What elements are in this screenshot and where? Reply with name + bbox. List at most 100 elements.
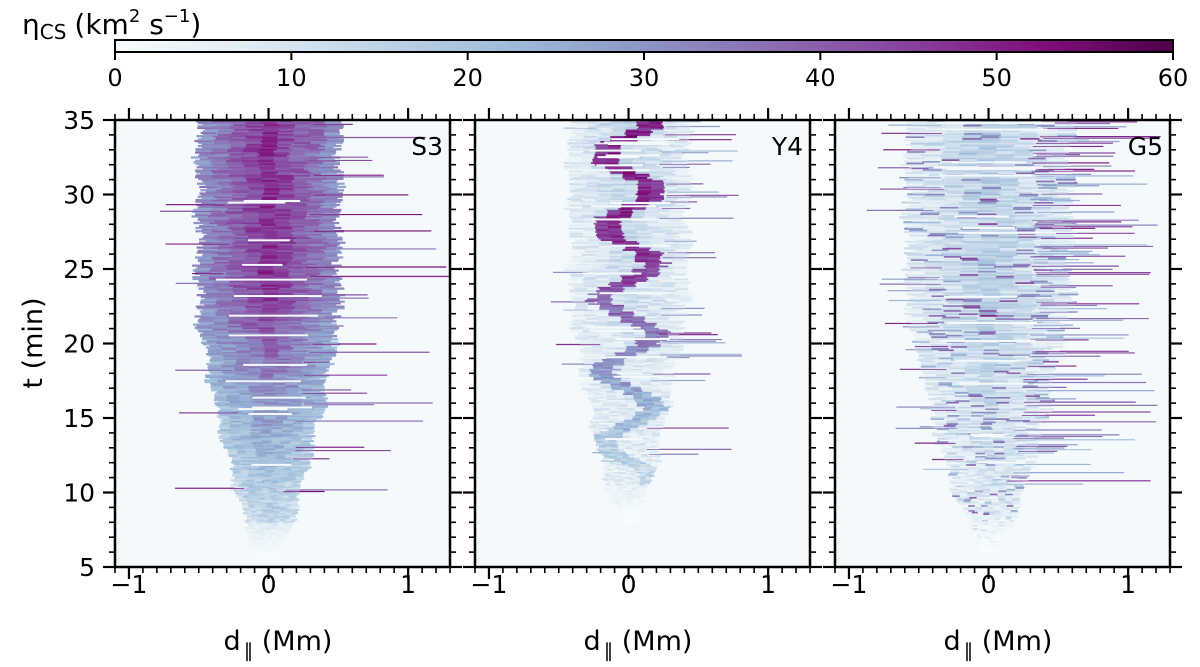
heatmap-cell [231, 408, 244, 412]
heatmap-gap [238, 408, 288, 411]
heatmap-cell [199, 335, 216, 338]
heatmap-cell [272, 318, 289, 321]
heatmap-cell [570, 130, 585, 133]
heatmap-cell [612, 451, 620, 455]
heatmap-cell [620, 497, 625, 500]
heatmap-cell [278, 498, 286, 502]
heatmap-cell [250, 426, 262, 430]
heatmap-cell [609, 410, 619, 414]
heatmap-cell [607, 478, 614, 481]
heatmap-cell [284, 466, 295, 469]
heatmap-cell [598, 171, 612, 174]
heatmap-cell [236, 389, 250, 392]
heatmap-cell [617, 441, 626, 445]
heatmap-cell [247, 454, 258, 457]
heatmap-cell [304, 280, 320, 284]
heatmap-cell [599, 192, 612, 196]
heatmap-cell [622, 366, 633, 369]
heatmap-cell [209, 377, 223, 380]
heatmap-cell [594, 283, 609, 286]
heatmap-cell [306, 221, 324, 225]
heatmap-cell [318, 164, 335, 167]
heatmap-cell [593, 405, 603, 409]
heatmap-cell [261, 171, 279, 174]
heatmap-cell [222, 348, 237, 351]
heatmap-cell [324, 243, 340, 246]
heatmap-cell [303, 426, 315, 430]
heatmap-cell [616, 443, 625, 446]
heatmap-cell [232, 474, 241, 477]
heatmap-cell [273, 467, 284, 471]
heatmap-cell [277, 525, 283, 528]
heatmap-cell [647, 255, 661, 258]
heatmap-cell [610, 286, 624, 289]
heatmap-cell [204, 380, 219, 384]
heatmap-cell [611, 294, 626, 297]
heatmap-cell [239, 497, 247, 500]
heatmap-cell [216, 336, 232, 339]
heatmap-cell [268, 495, 276, 498]
heatmap-cell [650, 246, 665, 250]
heatmap-cell [247, 467, 257, 471]
heatmap-cell [619, 473, 626, 476]
heatmap-cell [244, 259, 261, 262]
heatmap-cell [253, 525, 259, 528]
heatmap-cell [596, 199, 611, 202]
heatmap-cell [300, 443, 311, 446]
heatmap-cell [623, 135, 638, 138]
heatmap-cell [660, 410, 670, 414]
heatmap-cell [200, 313, 216, 316]
heatmap-cell [637, 196, 652, 199]
heatmap-cell [212, 266, 229, 269]
heatmap-cell [625, 184, 639, 187]
heatmap-cell [222, 344, 237, 348]
heatmap-cell [245, 526, 252, 530]
heatmap-cell [652, 235, 667, 238]
heatmap-cell [205, 375, 220, 379]
heatmap-cell [621, 504, 626, 507]
heatmap-cell [310, 126, 327, 130]
heatmap-cell [258, 497, 266, 500]
heatmap-cell [594, 435, 603, 438]
heatmap-cell [259, 375, 273, 379]
heatmap-cell [589, 263, 605, 266]
heatmap-cell [253, 400, 267, 403]
heatmap-cell [306, 303, 322, 307]
heatmap-cell [307, 162, 325, 166]
heatmap-cell [233, 343, 250, 346]
heatmap-cell [237, 453, 248, 456]
heatmap-cell [563, 207, 579, 210]
heatmap-cell [582, 209, 596, 212]
heatmap-cell [276, 285, 292, 289]
heatmap-cell [249, 233, 266, 236]
heatmap-cell [609, 278, 623, 281]
heatmap-cell [271, 472, 281, 475]
heatmap-cell [204, 379, 219, 382]
heatmap-cell [586, 181, 601, 184]
heatmap-cell [242, 326, 260, 330]
heatmap-cell [642, 471, 649, 474]
heatmap-cell [277, 246, 295, 249]
heatmap-cell [226, 213, 244, 216]
heatmap-cell [281, 495, 290, 498]
heatmap-cell [637, 474, 644, 478]
heatmap-cell [574, 192, 588, 196]
heatmap-cell [270, 544, 275, 548]
heatmap-cell [239, 474, 249, 477]
heatmap-cell [604, 361, 615, 364]
heatmap-cell [285, 498, 293, 502]
heatmap-cell [246, 231, 262, 234]
heatmap-cell [318, 228, 335, 231]
heatmap-cell [290, 285, 306, 289]
heatmap-cell [569, 235, 584, 238]
heatmap-cell [261, 230, 279, 233]
heatmap-cell [279, 354, 294, 357]
heatmap-cell [635, 307, 648, 310]
heatmap-cell [589, 382, 601, 386]
heatmap-cell [637, 496, 642, 499]
heatmap-cell [663, 142, 678, 145]
heatmap-cell [327, 305, 345, 308]
heatmap-cell [206, 346, 222, 349]
heatmap-cell [598, 450, 606, 453]
